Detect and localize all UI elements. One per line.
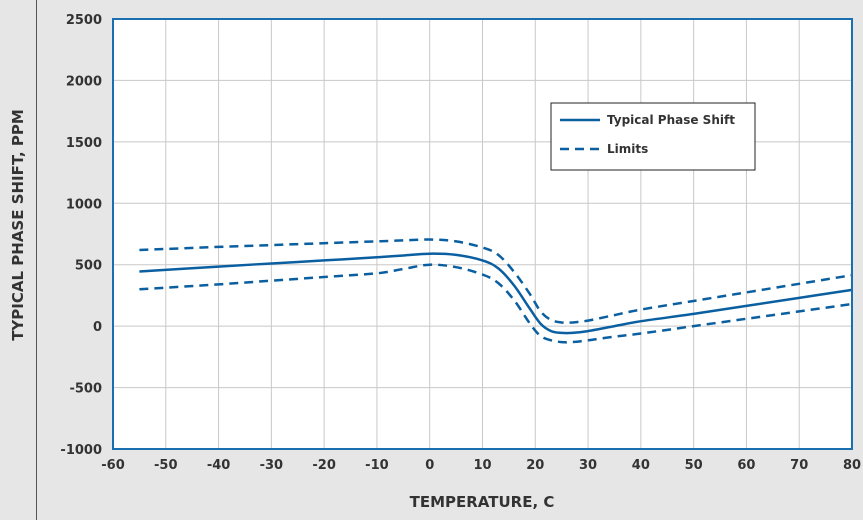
legend-label-typical: Typical Phase Shift [607, 113, 735, 127]
x-tick-label: 50 [685, 458, 703, 473]
upper-limit-line [139, 238, 853, 325]
x-tick-label: -20 [312, 458, 336, 473]
y-tick-label: -500 [69, 382, 102, 397]
typical-phase-shift-line [139, 252, 853, 335]
x-tick-label: 30 [579, 458, 597, 473]
x-tick-labels: -60 -50 -40 -30 -20 -10 0 10 20 30 40 50 60 70 80 [101, 458, 861, 473]
x-tick-label: -40 [207, 458, 231, 473]
x-tick-label: -10 [365, 458, 389, 473]
legend-label-limits: Limits [607, 142, 648, 156]
y-tick-label: 0 [93, 320, 102, 335]
legend-box [550, 102, 756, 171]
legend: Typical Phase Shift Limits [550, 102, 756, 171]
series-layer [139, 238, 853, 344]
plot-frame [112, 18, 853, 450]
x-tick-label: 40 [632, 458, 650, 473]
x-tick-label: 0 [425, 458, 434, 473]
lower-limit-line [139, 263, 853, 344]
x-tick-label: 20 [526, 458, 544, 473]
y-axis-title: TYPICAL PHASE SHIFT, PPM [9, 109, 27, 341]
y-tick-labels: 2500 2000 1500 1000 500 0 -500 -1000 [60, 13, 102, 458]
x-tick-label: 10 [473, 458, 491, 473]
y-tick-label: 1500 [66, 136, 102, 151]
x-axis-title: TEMPERATURE, C [410, 493, 555, 511]
y-tick-label: 500 [75, 259, 102, 274]
x-tick-label: 70 [790, 458, 808, 473]
y-tick-label: 2500 [66, 13, 102, 28]
y-tick-label: -1000 [60, 443, 102, 458]
x-tick-label: -50 [154, 458, 178, 473]
x-tick-label: 60 [737, 458, 755, 473]
y-tick-label: 1000 [66, 197, 102, 212]
left-border-line [36, 0, 37, 520]
x-tick-label: 80 [843, 458, 861, 473]
y-tick-label: 2000 [66, 74, 102, 89]
x-tick-label: -60 [101, 458, 125, 473]
x-tick-label: -30 [260, 458, 284, 473]
